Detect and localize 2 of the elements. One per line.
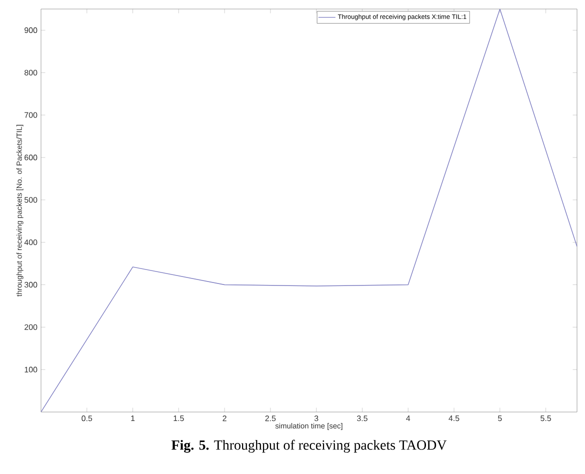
line-series: [41, 9, 578, 412]
text: Fig. 5. Throughput of receiving packets TAODV: [172, 440, 447, 453]
